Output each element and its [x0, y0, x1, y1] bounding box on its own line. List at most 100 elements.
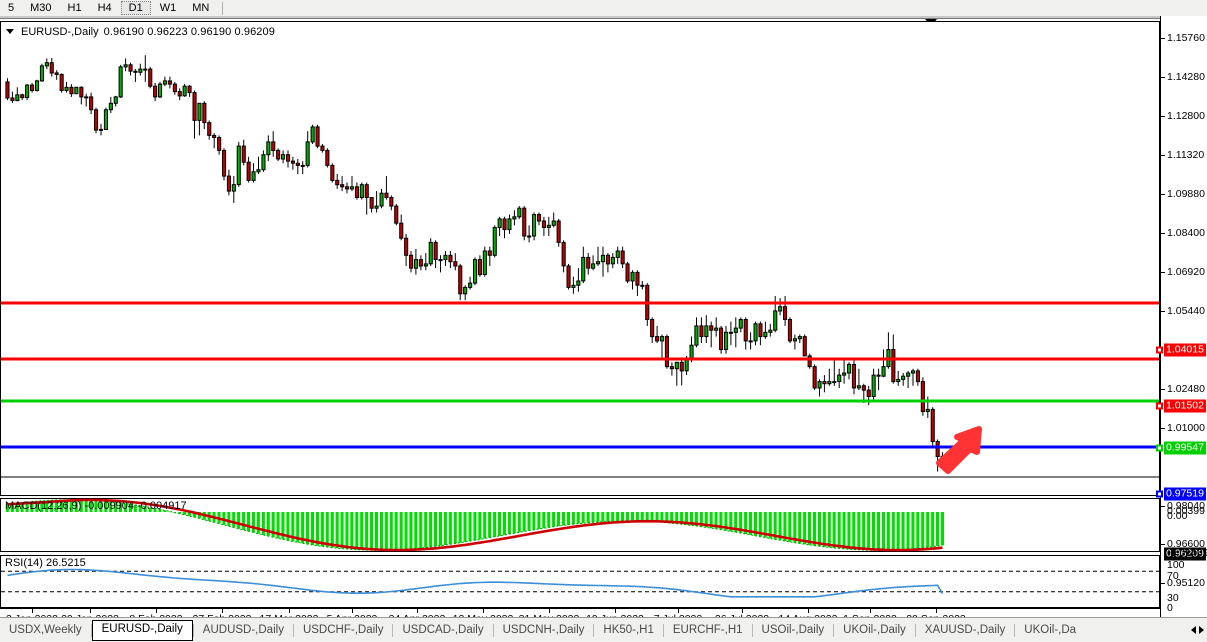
timeframe-button-h1[interactable]: H1 — [67, 2, 82, 14]
price-tick-label: 1.02480 — [1167, 383, 1205, 395]
price-tick-label: 0.95120 — [1167, 577, 1205, 589]
price-tick-label: 1.14280 — [1167, 71, 1205, 83]
date-tick — [352, 609, 353, 613]
tab-separator — [392, 623, 394, 637]
price-tick — [1161, 428, 1165, 429]
timeframe-button-h4[interactable]: H4 — [97, 2, 112, 14]
chart-top-border — [0, 16, 1160, 18]
tab-separator — [914, 623, 916, 637]
rsi-scale-label: 30 — [1167, 592, 1179, 604]
date-tick — [90, 609, 91, 613]
chart-tab-ukoil-da[interactable]: UKOil-,Da — [1024, 623, 1077, 636]
chart-tab-hk50-h1[interactable]: HK50-,H1 — [603, 623, 654, 636]
price-tick — [1161, 506, 1165, 507]
price-level-badge-red[interactable]: 1.04015 — [1164, 343, 1206, 357]
price-tick-label: 1.01000 — [1167, 422, 1205, 434]
price-level-badge-green[interactable]: 0.99547 — [1164, 441, 1206, 455]
price-tick — [1161, 116, 1165, 117]
date-tick — [936, 609, 937, 613]
price-pane[interactable]: EURUSD-,Daily 0.96190 0.96223 0.96190 0.… — [0, 21, 1160, 496]
ohlc-quotes: 0.96190 0.96223 0.96190 0.96209 — [103, 25, 275, 38]
macd-scale-label: 0.00399 — [1167, 505, 1205, 517]
price-tick — [1161, 544, 1165, 545]
scroll-left-icon[interactable] — [1191, 626, 1196, 634]
price-tick-label: 1.12800 — [1167, 110, 1205, 122]
scroll-right-icon[interactable] — [1199, 626, 1204, 634]
price-level-handle[interactable] — [1156, 346, 1163, 354]
collapse-triangle-icon[interactable] — [6, 29, 14, 34]
rsi-series — [1, 568, 1159, 598]
symbol-label: EURUSD-,Daily — [21, 25, 99, 38]
rsi-scale-label: 0 — [1167, 602, 1173, 614]
date-tick — [417, 609, 418, 613]
chart-tab-eurchf-h1[interactable]: EURCHF-,H1 — [672, 623, 743, 636]
chart-tab-xauusd-daily[interactable]: XAUUSD-,Daily — [924, 623, 1006, 636]
symbol-info-line: EURUSD-,Daily 0.96190 0.96223 0.96190 0.… — [1, 25, 275, 38]
chart-tab-usdx-weekly[interactable]: USDX,Weekly — [9, 623, 82, 636]
candlestick-series — [1, 55, 1159, 478]
price-tick-label: 1.09880 — [1167, 188, 1205, 200]
timeframe-button-m30[interactable]: M30 — [30, 2, 52, 14]
price-tick-label: 1.08400 — [1167, 227, 1205, 239]
chart-tab-bar[interactable]: USDX,Weekly EURUSD-,Daily AUDUSD-,Daily USD… — [0, 617, 1207, 642]
price-tick — [1161, 583, 1165, 584]
price-tick — [1161, 194, 1165, 195]
chart-tab-eurusd-daily[interactable]: EURUSD-,Daily — [91, 619, 193, 641]
tab-separator — [90, 623, 92, 637]
price-tick — [1161, 77, 1165, 78]
date-tick — [808, 609, 809, 613]
price-scale[interactable]: 1.15760 1.14280 1.12800 1.11320 1.09880 1.084… — [1156, 16, 1207, 617]
price-tick-label: 0.98040 — [1167, 500, 1205, 512]
date-tick — [615, 609, 616, 613]
chart-tab-audusd-daily[interactable]: AUDUSD-,Daily — [202, 623, 284, 636]
rsi-pane[interactable]: RSI(14) 26.5215 — [0, 555, 1160, 608]
rsi-scale-label: 100 — [1167, 559, 1185, 571]
price-tick — [1161, 155, 1165, 156]
timeframe-button-5[interactable]: 5 — [8, 2, 15, 14]
chart-area: EURUSD-,Daily 0.96190 0.96223 0.96190 0.… — [0, 16, 1207, 630]
tab-separator — [1014, 623, 1016, 637]
macd-label: MACD(12,26,9) -0.009904 -0.004917 — [5, 500, 187, 512]
chart-tab-usoil-daily[interactable]: USOil-,Daily — [761, 623, 825, 636]
macd-series — [5, 498, 944, 552]
price-tick-label: 1.06920 — [1167, 266, 1205, 278]
price-tick — [1161, 389, 1165, 390]
date-tick — [678, 609, 679, 613]
price-level-badge-blue[interactable]: 0.97519 — [1164, 487, 1206, 501]
date-tick — [156, 609, 157, 613]
timeframe-button-d1[interactable]: D1 — [120, 1, 151, 15]
tab-separator — [593, 623, 595, 637]
tab-separator — [662, 623, 664, 637]
chart-tab-ukoil-daily[interactable]: UKOil-,Daily — [843, 623, 906, 636]
price-tick — [1161, 272, 1165, 273]
date-tick — [549, 609, 550, 613]
price-tick-label: 0.96600 — [1167, 538, 1205, 550]
chart-tab-usdcad-daily[interactable]: USDCAD-,Daily — [402, 623, 484, 636]
timeframe-button-mn[interactable]: MN — [192, 2, 210, 14]
date-tick — [870, 609, 871, 613]
price-level-handle[interactable] — [1156, 444, 1163, 452]
chart-top-border-2 — [0, 18, 1160, 19]
price-tick — [1161, 38, 1165, 39]
date-tick — [742, 609, 743, 613]
chart-tab-usdchf-daily[interactable]: USDCHF-,Daily — [302, 623, 384, 636]
timeframe-toolbar: 5 M30 H1 H4 D1 W1 MN — [0, 0, 1207, 17]
price-level-badge-black[interactable]: 0.96209 — [1164, 547, 1206, 561]
rsi-label: RSI(14) 26.5215 — [5, 557, 86, 569]
date-tick — [222, 609, 223, 613]
timeframe-button-w1[interactable]: W1 — [159, 2, 177, 14]
date-tick — [32, 609, 33, 613]
tab-separator — [833, 623, 835, 637]
macd-pane[interactable]: MACD(12,26,9) -0.009904 -0.004917 — [0, 498, 1160, 552]
chart-tab-usdcnh-daily[interactable]: USDCNH-,Daily — [502, 623, 585, 636]
price-tick — [1161, 311, 1165, 312]
price-level-badge-red[interactable]: 1.01502 — [1164, 399, 1206, 413]
date-tick — [483, 609, 484, 613]
price-level-handle[interactable] — [1156, 402, 1163, 410]
price-tick — [1161, 233, 1165, 234]
rsi-scale-label: 70 — [1167, 570, 1179, 582]
price-level-handle[interactable] — [1156, 490, 1163, 498]
tab-separator — [751, 623, 753, 637]
tab-scroll-controls[interactable] — [1191, 626, 1207, 634]
